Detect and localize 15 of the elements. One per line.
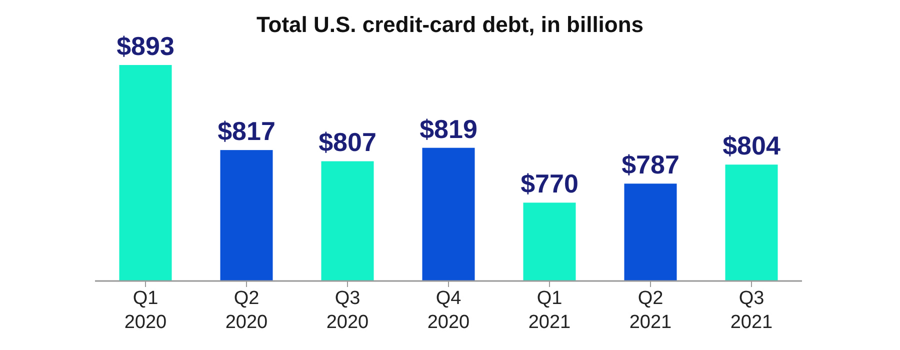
data-label: $804 (722, 130, 781, 161)
data-label: $807 (318, 127, 376, 158)
x-tick-label: Q3 2021 (730, 288, 773, 333)
data-label: $893 (116, 31, 174, 61)
data-label: $770 (520, 168, 578, 199)
x-tick-label: Q1 2021 (528, 288, 571, 333)
data-label: $787 (622, 150, 680, 180)
x-tick-label: Q1 2020 (124, 288, 167, 333)
x-tick-label: Q2 2021 (629, 288, 672, 333)
x-tick-label: Q4 2020 (427, 288, 470, 333)
data-label: $817 (218, 116, 276, 146)
x-tick-label: Q2 2020 (225, 288, 268, 333)
chart-title: Total U.S. credit-card debt, in billions (256, 12, 644, 37)
data-label: $819 (420, 114, 478, 144)
x-tick-label: Q3 2020 (326, 288, 369, 333)
